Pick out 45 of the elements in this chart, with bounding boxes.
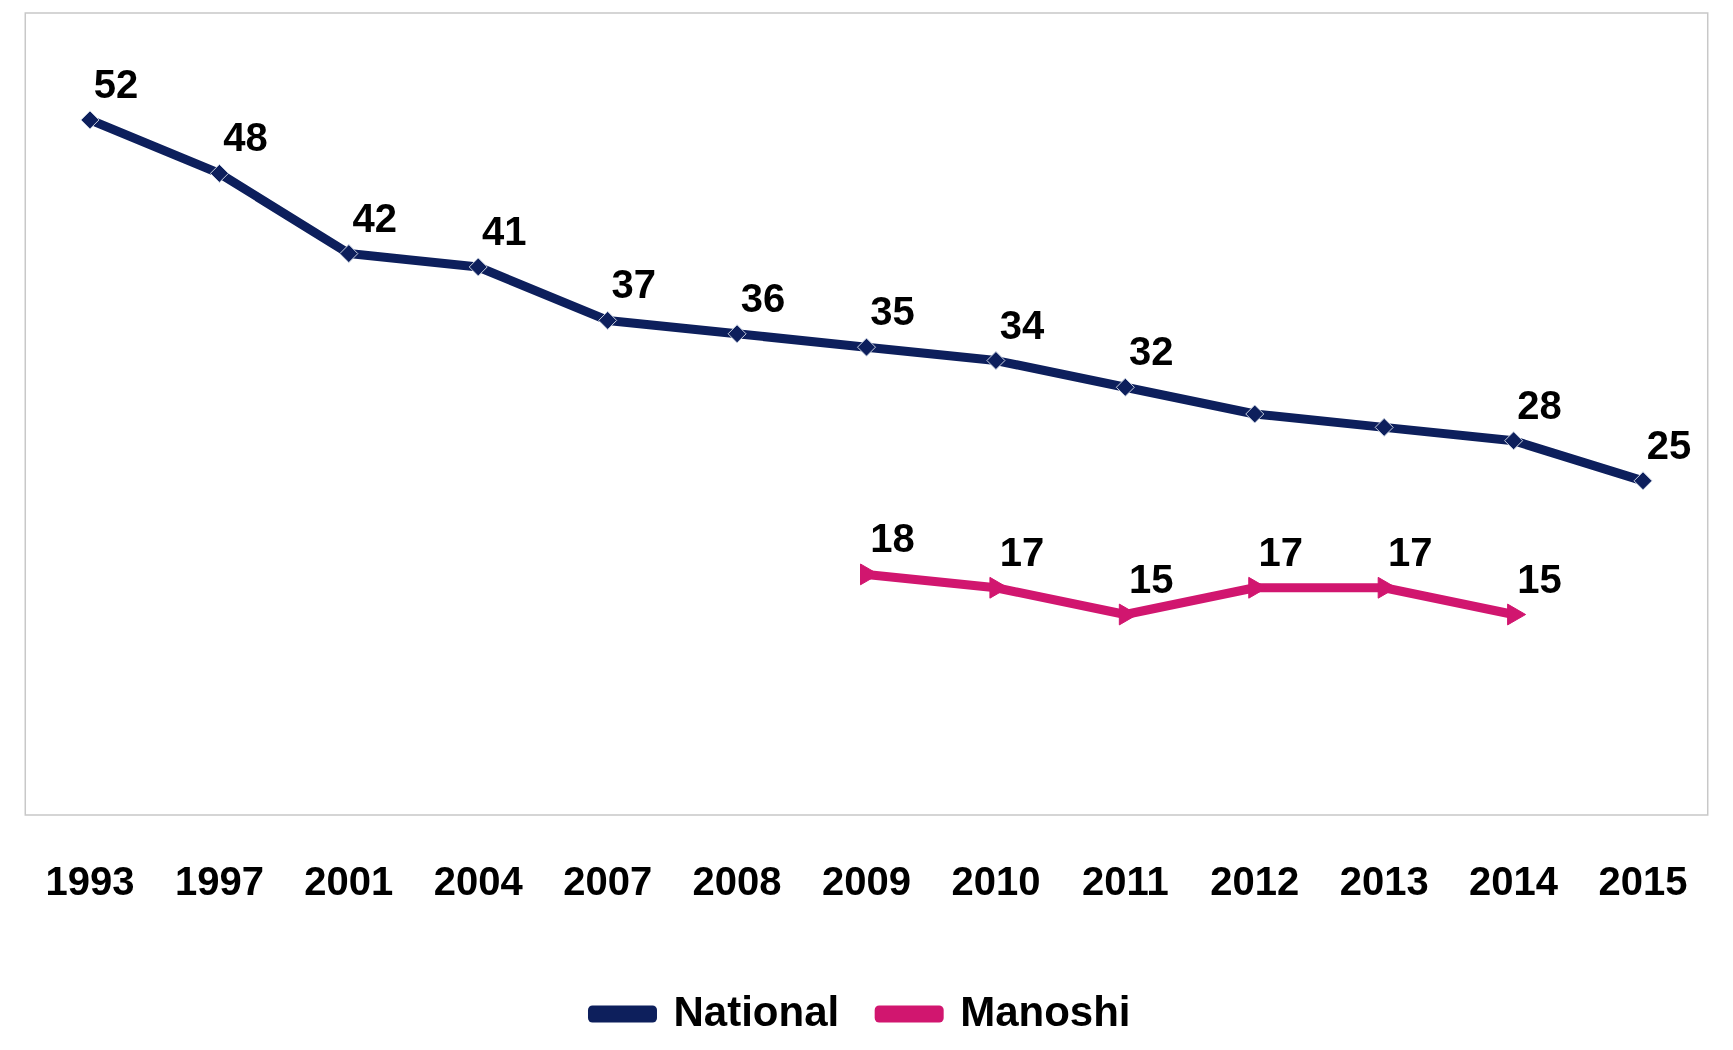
data-label: 18	[870, 516, 915, 561]
x-tick-label: 2004	[433, 859, 524, 904]
point	[1374, 417, 1394, 437]
data-label: 32	[1129, 329, 1174, 374]
data-label: 34	[999, 302, 1045, 347]
point	[598, 310, 618, 330]
point	[857, 337, 876, 357]
data-label: 17	[1387, 529, 1433, 574]
point	[1633, 471, 1653, 491]
point	[209, 163, 229, 183]
x-tick-label: 2010	[951, 859, 1041, 904]
point	[1115, 377, 1135, 397]
point	[80, 110, 100, 130]
x-tick-label: 2014	[1469, 859, 1559, 904]
x-tick-label: 2007	[563, 859, 653, 904]
x-tick-label: 2013	[1339, 859, 1429, 904]
legend-label: National	[673, 987, 840, 1035]
point	[468, 257, 488, 277]
x-tick-label: 2008	[692, 859, 782, 904]
data-label: 35	[870, 289, 915, 334]
x-tick-label: 2011	[1081, 859, 1169, 904]
legend-label: Manoshi	[960, 987, 1131, 1035]
data-label: 37	[611, 262, 656, 307]
data-label: 28	[1517, 382, 1562, 427]
point	[727, 324, 747, 344]
x-tick-label: 1993	[45, 859, 135, 904]
point	[339, 244, 359, 264]
x-tick-label: 2001	[304, 859, 394, 904]
data-label: 36	[740, 275, 786, 320]
data-label: 17	[1258, 529, 1304, 574]
data-label: 25	[1646, 422, 1692, 467]
x-tick-label: 2015	[1598, 859, 1688, 904]
point	[1245, 404, 1265, 424]
data-label: 52	[93, 61, 139, 106]
data-label: 15	[1517, 556, 1562, 601]
data-label: 42	[352, 195, 398, 240]
point	[1504, 431, 1524, 451]
x-tick-label: 2012	[1210, 859, 1300, 904]
data-label: 48	[223, 115, 268, 160]
point	[986, 351, 1006, 371]
x-tick-label: 1997	[174, 859, 264, 904]
data-label: 41	[481, 208, 527, 253]
data-label: 15	[1129, 556, 1174, 601]
data-label: 17	[999, 529, 1045, 574]
x-tick-label: 2009	[822, 859, 911, 904]
